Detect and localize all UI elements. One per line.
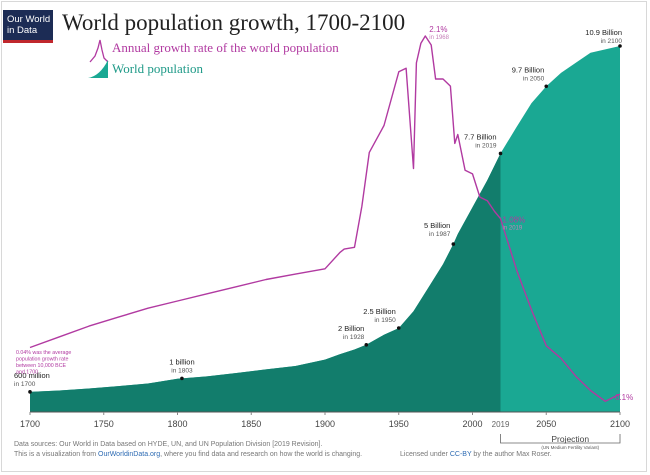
population-point-2100 — [618, 44, 622, 48]
x-tick-label-1700: 1700 — [20, 419, 40, 429]
population-label-2100: 10.9 Billion — [585, 28, 622, 37]
population-point-1928 — [364, 343, 369, 347]
growth-label-2019: 1.08% — [503, 216, 526, 225]
x-tick-label-2000: 2000 — [462, 419, 482, 429]
population-sublabel-2019: in 2019 — [475, 142, 497, 149]
projection-label: Projection — [551, 434, 589, 444]
population-point-1987 — [451, 242, 456, 246]
population-sublabel-2050: in 2050 — [523, 75, 545, 82]
growth-sublabel-1968: in 1968 — [429, 35, 449, 41]
population-area-projection — [30, 46, 620, 412]
population-point-1700 — [28, 390, 32, 394]
axis-layer: 1700 1750 1800 1850 1900 1950 2000 2050 2100 2019… — [20, 411, 630, 450]
x-tick-label-1750: 1750 — [94, 419, 114, 429]
legend-icons — [88, 39, 109, 78]
population-sublabel-1928: in 1928 — [343, 334, 365, 341]
population-point-2019 — [498, 151, 503, 156]
chart-title: World population growth, 1700-2100 — [62, 10, 406, 35]
x-tick-label-1950: 1950 — [389, 419, 409, 429]
legend-growth-icon — [89, 39, 109, 63]
footer-sources: Data sources: Our World in Data based on… — [14, 441, 323, 448]
legend-population-icon — [88, 60, 108, 78]
early-growth-note-line-4: and 1700 — [16, 370, 38, 376]
owid-link[interactable]: OurWorldinData.org — [98, 451, 161, 458]
x-tick-label-2100: 2100 — [610, 419, 630, 429]
early-growth-note-line-2: population growth rate — [16, 357, 68, 363]
footer-license: Licensed under CC-BY by the author Max R… — [400, 451, 552, 458]
population-area-historical — [30, 153, 501, 412]
population-label-1700: 600 million — [14, 371, 50, 380]
footer-text-post: , where you find data and research on ho… — [160, 451, 363, 458]
early-growth-note-line-3: between 10,000 BCE — [16, 363, 67, 369]
x-tick-label-1850: 1850 — [241, 419, 261, 429]
cc-by-link[interactable]: CC-BY — [449, 451, 472, 458]
growth-sublabel-2019: in 2019 — [503, 226, 523, 232]
population-point-1950 — [396, 326, 401, 330]
population-label-1950: 2.5 Billion — [363, 307, 396, 316]
growth-label-2100: 0.1% — [615, 393, 633, 402]
population-label-2050: 9.7 Billion — [512, 65, 545, 74]
footer-text-pre: This is a visualization from — [14, 451, 99, 458]
early-growth-note-line-1: 0.04% was the average — [16, 350, 71, 356]
population-sublabel-1950: in 1950 — [374, 317, 396, 324]
population-sublabel-1700: in 1700 — [14, 381, 36, 388]
x-tick-label-2050: 2050 — [536, 419, 556, 429]
population-label-1987: 5 Billion — [424, 221, 450, 230]
projection-sublabel: (UN Medium Fertility Variant) — [541, 445, 599, 450]
owid-logo[interactable]: Our World in Data — [3, 10, 53, 43]
population-point-1803 — [180, 376, 184, 381]
population-sublabel-1803: in 1803 — [171, 367, 193, 374]
legend-population-label: World population — [112, 61, 204, 76]
growth-rate-line — [29, 35, 621, 402]
x-tick-label-2019: 2019 — [492, 420, 510, 429]
license-text-post: by the author Max Roser. — [471, 451, 552, 458]
logo-line-2: in Data — [7, 25, 38, 36]
population-sublabel-1987: in 1987 — [429, 231, 451, 238]
license-text-pre: Licensed under — [400, 451, 450, 458]
growth-line-layer — [29, 35, 621, 402]
x-tick-label-1800: 1800 — [167, 419, 187, 429]
logo-line-1: Our World — [7, 14, 51, 25]
population-label-1928: 2 Billion — [338, 324, 364, 333]
growth-label-1968: 2.1% — [429, 25, 447, 34]
population-label-2019: 7.7 Billion — [464, 132, 497, 141]
population-sublabel-2100: in 2100 — [601, 38, 623, 45]
x-tick-label-1900: 1900 — [315, 419, 335, 429]
population-area-layer — [30, 46, 620, 412]
population-label-1803: 1 billion — [169, 357, 194, 366]
population-point-2050 — [544, 84, 549, 89]
footer-visualization-note: This is a visualization from OurWorldinD… — [14, 451, 362, 458]
legend-growth-label: Annual growth rate of the world populati… — [112, 40, 339, 55]
projection-bracket — [500, 434, 621, 444]
